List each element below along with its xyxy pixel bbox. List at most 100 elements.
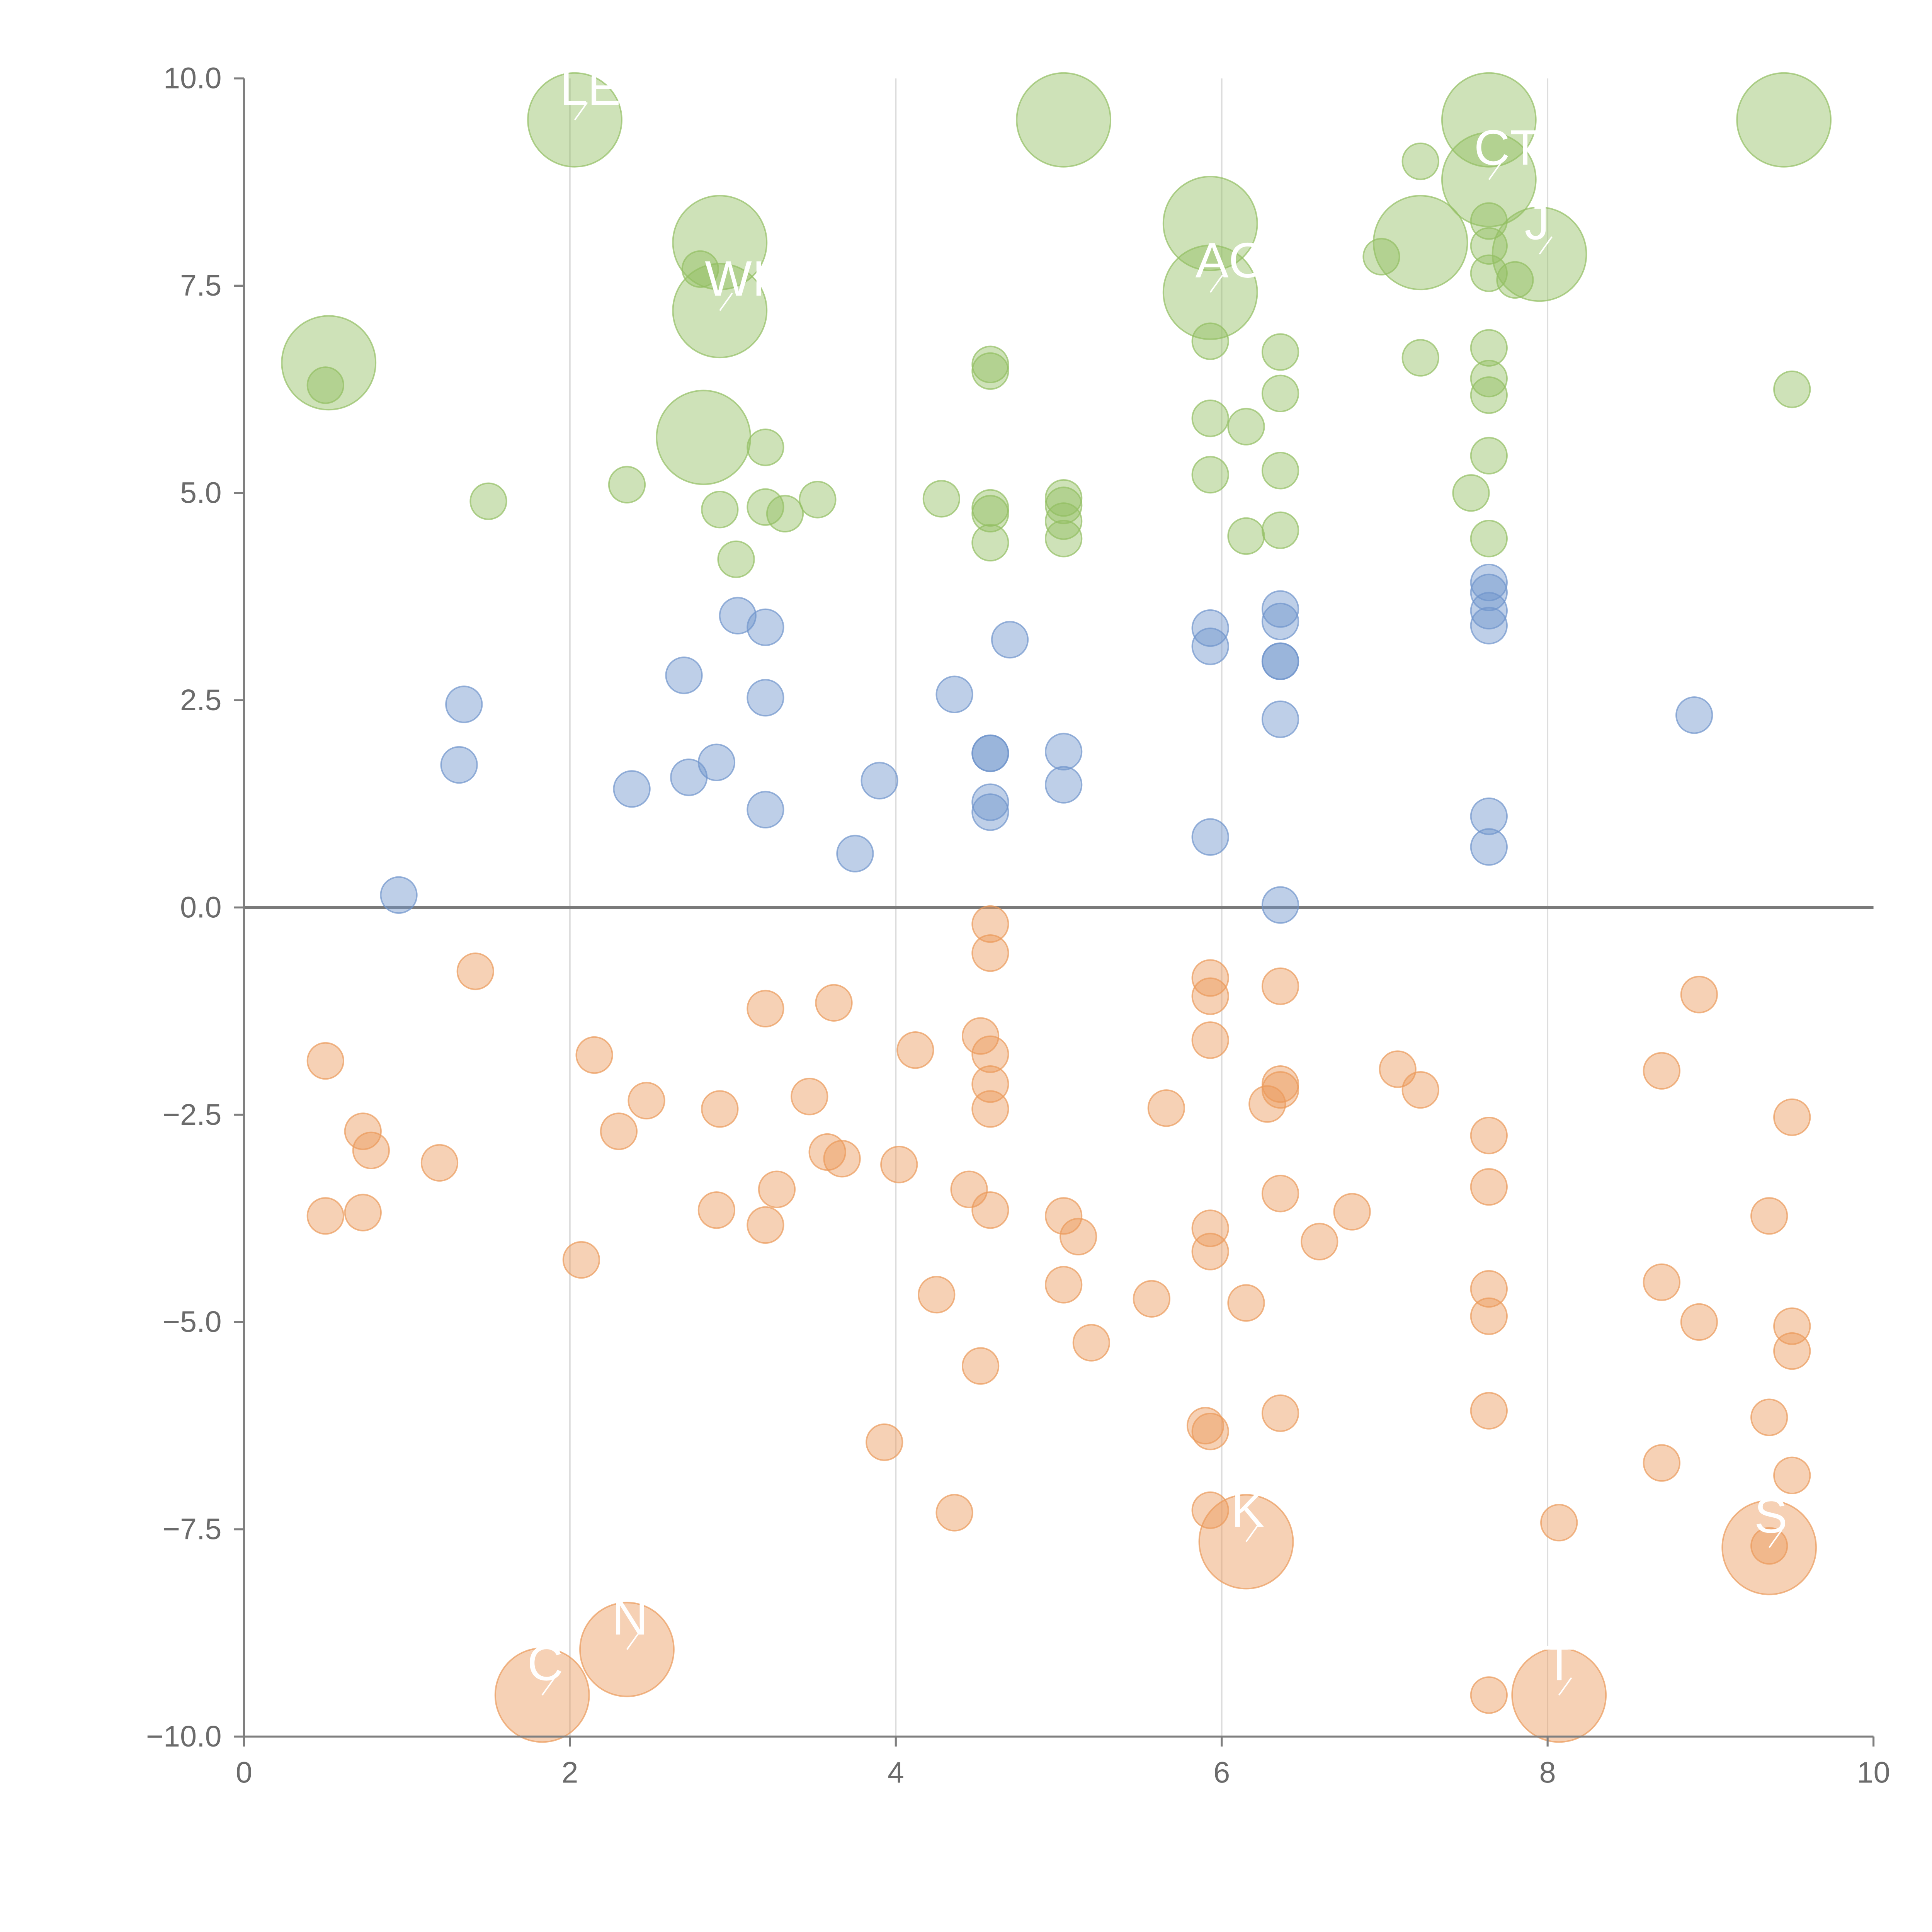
- data-point-green: [656, 389, 752, 485]
- data-point-orange: [1301, 1223, 1338, 1260]
- annotation-label: CT: [1474, 120, 1541, 175]
- y-tick-label: −7.5: [163, 1513, 222, 1546]
- data-point-blue: [1191, 628, 1229, 665]
- annotation-leader: [541, 1677, 555, 1696]
- data-point-orange: [1227, 1284, 1265, 1322]
- annotation-leader: [626, 1631, 640, 1650]
- data-point-orange: [1470, 1676, 1508, 1714]
- x-tick-label: 10: [1857, 1756, 1890, 1789]
- data-point-blue: [861, 762, 898, 799]
- data-point-green: [1261, 452, 1299, 490]
- annotation-leader: [1488, 162, 1502, 180]
- y-tick-label: 0.0: [180, 891, 221, 924]
- data-point-orange: [747, 990, 784, 1027]
- axes: 0 2 4 6 8 10 −10.0 −7.5 −5.0 −2.5 0.0 2.5 5.0 7.5 10.0: [146, 62, 1890, 1789]
- data-point-orange: [1470, 1270, 1508, 1308]
- data-point-orange: [896, 1031, 934, 1069]
- y-tick-label: −2.5: [163, 1098, 222, 1131]
- x-tick-label: 4: [888, 1756, 904, 1789]
- data-point-blue: [1261, 590, 1299, 628]
- data-point-green: [1045, 520, 1083, 558]
- data-point-orange: [918, 1276, 956, 1314]
- data-point-green: [1470, 376, 1508, 414]
- data-point-blue: [380, 876, 418, 914]
- data-point-green: [1191, 400, 1229, 437]
- data-point-green: [281, 315, 377, 411]
- data-point-green: [1162, 176, 1258, 271]
- data-point-orange: [1773, 1098, 1811, 1136]
- data-point-green: [1452, 474, 1490, 512]
- data-point-green: [608, 466, 646, 503]
- data-point-orange: [1045, 1197, 1083, 1235]
- data-point-orange: [1045, 1266, 1083, 1304]
- data-point-orange: [1261, 1071, 1299, 1109]
- data-point-orange: [1133, 1280, 1171, 1318]
- data-point-blue: [1261, 700, 1299, 738]
- data-point-blue: [1470, 607, 1508, 645]
- data-point-orange: [344, 1112, 382, 1150]
- data-point-orange: [971, 934, 1009, 972]
- data-point-green: [766, 495, 804, 533]
- data-point-blue: [1470, 592, 1508, 630]
- data-point-green: [1362, 238, 1400, 276]
- data-point-orange: [575, 1036, 613, 1074]
- data-point-green: [717, 540, 755, 578]
- data-point-orange: [1191, 1021, 1229, 1059]
- x-tick-label: 0: [236, 1756, 252, 1789]
- data-point-green: [1470, 227, 1508, 265]
- data-point-orange: [866, 1423, 903, 1461]
- annotation-label: C: [527, 1635, 563, 1691]
- data-point-orange: [880, 1146, 918, 1184]
- data-point-blue: [836, 835, 874, 872]
- annotation-label: K: [1231, 1482, 1264, 1537]
- data-point-blue: [1045, 766, 1083, 804]
- data-point-orange: [628, 1082, 665, 1120]
- annotation-label: WIN: [705, 251, 801, 306]
- data-point-orange: [971, 1090, 1009, 1128]
- data-point-orange: [1540, 1503, 1578, 1542]
- data-point-orange: [456, 952, 494, 990]
- y-tick-label: 2.5: [180, 684, 221, 717]
- data-point-orange: [961, 1347, 1000, 1385]
- y-tick-label: 10.0: [163, 62, 221, 95]
- data-point-orange: [1191, 1209, 1229, 1247]
- y-tick-label: −10.0: [146, 1720, 222, 1753]
- data-point-orange: [1750, 1197, 1788, 1235]
- data-point-orange: [1470, 1392, 1508, 1430]
- data-point-green: [1227, 517, 1265, 555]
- data-point-orange: [344, 1194, 382, 1231]
- data-point-green: [306, 366, 344, 404]
- x-tick-label: 6: [1213, 1756, 1230, 1789]
- data-point-orange: [1680, 976, 1718, 1014]
- data-point-green: [1191, 322, 1229, 360]
- data-point-green: [1372, 195, 1468, 291]
- annotation-leader: [574, 102, 588, 121]
- annotation-leader: [1769, 1529, 1782, 1548]
- data-point-green: [1470, 520, 1508, 558]
- data-point-blue: [971, 734, 1009, 772]
- data-point-blue: [1261, 642, 1299, 680]
- annotation-label: T: [1544, 1635, 1575, 1691]
- data-point-blue: [935, 675, 973, 713]
- annotation-label: J: [1524, 194, 1549, 250]
- data-point-blue: [1470, 797, 1508, 835]
- y-tick-label: −5.0: [163, 1305, 222, 1338]
- data-point-green: [1261, 374, 1299, 412]
- x-tick-label: 8: [1539, 1756, 1556, 1789]
- data-point-blue: [665, 656, 703, 694]
- data-point-green: [672, 195, 768, 291]
- annotation-leader: [1245, 1524, 1259, 1543]
- data-point-orange: [1643, 1444, 1681, 1482]
- data-point-green: [1016, 72, 1112, 168]
- data-point-orange: [1261, 967, 1299, 1005]
- data-point-green: [1470, 254, 1508, 292]
- data-point-green: [971, 495, 1009, 533]
- data-point-orange: [1643, 1263, 1681, 1301]
- data-point-orange: [815, 984, 853, 1022]
- data-point-orange: [1059, 1218, 1097, 1256]
- data-point-green: [681, 250, 719, 288]
- data-point-green: [1736, 72, 1832, 168]
- data-point-green: [1773, 370, 1811, 408]
- data-point-orange: [562, 1241, 600, 1279]
